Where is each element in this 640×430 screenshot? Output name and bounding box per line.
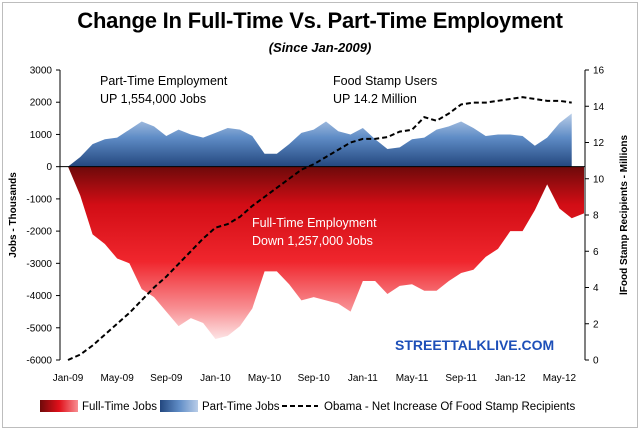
legend-label-full-time: Full-Time Jobs — [82, 401, 157, 413]
x-tick-label: Jan-12 — [495, 373, 526, 384]
series-line-food-stamps — [67, 96, 572, 361]
y-left-tick-label: 2000 — [30, 98, 53, 109]
x-tick-label: Jan-09 — [53, 373, 84, 384]
y-right-tick-label: 8 — [593, 211, 599, 222]
chart-subtitle: (Since Jan-2009) — [268, 40, 372, 55]
x-tick-label: Jan-10 — [200, 373, 231, 384]
y-left-tick-label: -3000 — [26, 259, 52, 270]
x-tick-label: Sep-09 — [150, 373, 183, 384]
x-tick-label: May-12 — [543, 373, 577, 384]
y-axis-left-label: Jobs - Thousands — [8, 172, 19, 258]
series-area-full-time — [68, 166, 584, 340]
watermark: STREETTALKLIVE.COM — [395, 337, 554, 353]
y-left-tick-label: 0 — [46, 162, 52, 173]
x-tick-label: Sep-10 — [298, 373, 331, 384]
y-right-tick-label: 4 — [593, 283, 599, 294]
chart-title: Change In Full-Time Vs. Part-Time Employ… — [77, 8, 563, 33]
y-left-tick-label: -5000 — [26, 323, 52, 334]
y-axis-right-label: lFood Stamp Recipients - Millions — [619, 135, 630, 295]
y-right-tick-label: 16 — [593, 66, 605, 77]
y-right-tick-label: 0 — [593, 356, 599, 367]
y-left-tick-label: -4000 — [26, 291, 52, 302]
annotation-full-time-line2: Down 1,257,000 Jobs — [252, 234, 373, 248]
x-tick-label: Jan-11 — [348, 373, 378, 384]
y-left-tick-label: -6000 — [26, 356, 52, 367]
y-right-tick-label: 12 — [593, 138, 605, 149]
y-left-tick-label: 3000 — [30, 66, 53, 77]
legend-swatch-full-time — [40, 400, 78, 412]
y-right-tick-label: 6 — [593, 247, 599, 258]
legend-swatch-part-time — [160, 400, 198, 412]
x-tick-label: May-11 — [396, 373, 429, 384]
annotation-food-stamps-line1: Food Stamp Users — [333, 74, 437, 88]
annotation-part-time-line1: Part-Time Employment — [100, 74, 228, 88]
series-area-part-time — [68, 113, 572, 167]
annotation-full-time-line1: Full-Time Employment — [252, 216, 377, 230]
y-right-tick-label: 10 — [593, 174, 605, 185]
y-left-tick-label: 1000 — [30, 130, 53, 141]
y-left-tick-label: -2000 — [26, 227, 52, 238]
y-left-tick-label: -1000 — [26, 194, 52, 205]
x-tick-label: May-09 — [100, 373, 134, 384]
x-tick-label: May-10 — [248, 373, 282, 384]
annotation-part-time-line2: UP 1,554,000 Jobs — [100, 92, 206, 106]
y-right-tick-label: 2 — [593, 319, 599, 330]
legend-label-food-stamps: Obama - Net Increase Of Food Stamp Recip… — [324, 401, 575, 413]
x-tick-label: Sep-11 — [445, 373, 477, 384]
annotation-food-stamps-line2: UP 14.2 Million — [333, 92, 417, 106]
legend-label-part-time: Part-Time Jobs — [202, 401, 280, 413]
y-right-tick-label: 14 — [593, 102, 605, 113]
